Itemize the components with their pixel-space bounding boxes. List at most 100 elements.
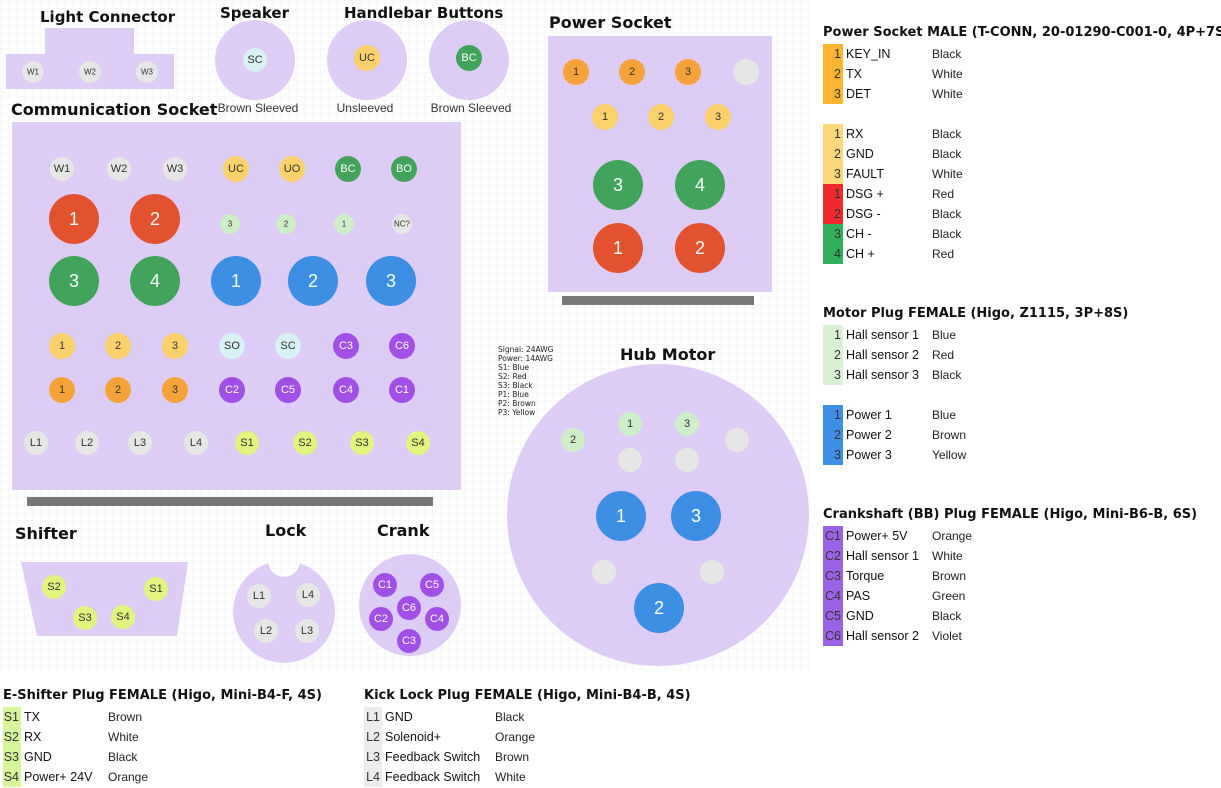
legend-pin-name: DSG - [846,207,881,221]
shifter-pin-label: S3 [78,612,91,624]
power-pin [563,59,589,85]
light-pin-label: W3 [141,68,154,77]
crank-pin [397,629,421,653]
handlebar-pin-label: UC [359,52,375,64]
legend-pin-number: 3 [823,164,843,184]
crank-pins: C1 C5 C6 C2 C4 C3 [369,573,449,653]
lock-pin [295,619,319,643]
comm-pin-label: 3 [172,340,178,352]
communication-socket-title: Communication Socket [11,100,218,119]
communication-socket-body [12,122,461,490]
legend-pin-number: 4 [823,244,843,264]
legend-pin-name: Hall sensor 2 [846,348,919,362]
legend-pin-name: GND [846,147,874,161]
spec-line: S2: Red [498,372,527,381]
power-pin-label: 3 [715,111,721,123]
legend-pin-number: 1 [823,124,843,144]
legend-spacer [823,385,1128,405]
comm-pin [49,377,75,403]
comm-pin-label: 3 [386,271,396,291]
power-pin [675,59,701,85]
legend-pin-number: 1 [823,405,843,425]
legend-wire-color: Red [932,348,955,362]
crank-pin [420,573,444,597]
comm-pin-label: S2 [298,437,311,449]
legend-row: 3 DET White [823,84,1221,104]
power-pin [593,223,643,273]
lock-pin-label: L4 [302,589,314,601]
legend-wire-color: White [932,87,963,101]
shifter-pin [73,606,97,630]
comm-pin-label: S1 [240,437,253,449]
legend-pin-name: Power 2 [846,428,892,442]
power-pin-label: 3 [613,175,623,195]
legend-pin-number: 2 [823,144,843,164]
legend-pin-number: S2 [3,727,21,747]
legend-lock-plug: Kick Lock Plug FEMALE (Higo, Mini-B4-B, … [364,688,691,787]
comm-pin-label: BO [396,163,412,175]
hub-pin [618,448,642,472]
legend-pin-name: Power+ 5V [846,529,908,543]
legend-wire-color: Black [932,609,962,623]
hub-pin [596,491,646,541]
comm-pin [105,333,131,359]
lock-pin-label: L1 [253,590,265,602]
comm-pin-label: S4 [411,437,424,449]
legend-pin-name: Feedback Switch [385,770,481,784]
crank-pin [373,573,397,597]
comm-pin [219,377,245,403]
legend-title: Motor Plug FEMALE (Higo, Z1115, 3P+8S) [823,306,1129,321]
legend-pin-number: 1 [823,44,843,64]
hub-pin [700,560,724,584]
comm-pin [334,214,354,234]
speaker-pin-label: SC [247,54,262,66]
legend-row: C4 PAS Green [823,586,1197,606]
power-pin [619,59,645,85]
legend-wire-color: White [108,730,139,744]
comm-pin-label: L3 [134,437,146,449]
legend-pin-number: 2 [823,345,843,365]
legend-row: 3 FAULT White [823,164,1221,184]
legend-pin-name: TX [846,67,862,81]
crank-pin-label: C1 [378,579,392,591]
power-pin-label: 4 [695,175,705,195]
handlebar-pins: UC BC [354,45,482,71]
legend-wire-color: Blue [932,408,957,422]
comm-pin [219,333,245,359]
comm-pin-label: S3 [355,437,368,449]
legend-row: 2 TX White [823,64,1221,84]
shifter-pins: S2 S1 S3 S4 [42,575,168,630]
comm-pin [335,156,361,182]
comm-pin-label: W3 [167,163,184,175]
power-pin-label: 2 [658,111,664,123]
legend-pin-number: L4 [364,767,382,787]
legend-pin-number: S4 [3,767,21,787]
hub-pin-label: 3 [691,506,701,526]
lock-body [233,563,335,663]
legend-wire-color: Green [932,589,966,603]
comm-pin [279,156,305,182]
legend-title: E-Shifter Plug FEMALE (Higo, Mini-B4-F, … [3,688,322,703]
spec-line: P2: Brown [498,399,536,408]
comm-pin-label: NC? [394,220,411,229]
legend-power-socket: Power Socket MALE (T-CONN, 20-01290-C001… [823,25,1221,264]
handlebar-title: Handlebar Buttons [344,4,503,22]
light-pin-label: W1 [27,68,40,77]
comm-pin [130,194,180,244]
legend-pin-number: 3 [823,365,843,385]
legend-pin-number: 2 [823,64,843,84]
lock-pin [296,583,320,607]
legend-pin-number: 3 [823,84,843,104]
legend-row: S3 GND Black [3,747,322,767]
power-pin-label: 2 [695,238,705,258]
legend-wire-color: Black [932,207,962,221]
light-connector-body [6,28,174,89]
crank-pin-label: C3 [402,635,416,647]
legend-wire-color: Brown [932,428,967,442]
lock-title: Lock [265,521,307,540]
comm-pin [49,256,99,306]
legend-pin-number: C5 [823,606,843,626]
hub-pin [561,428,585,452]
legend-title: Crankshaft (BB) Plug FEMALE (Higo, Mini-… [823,507,1198,522]
